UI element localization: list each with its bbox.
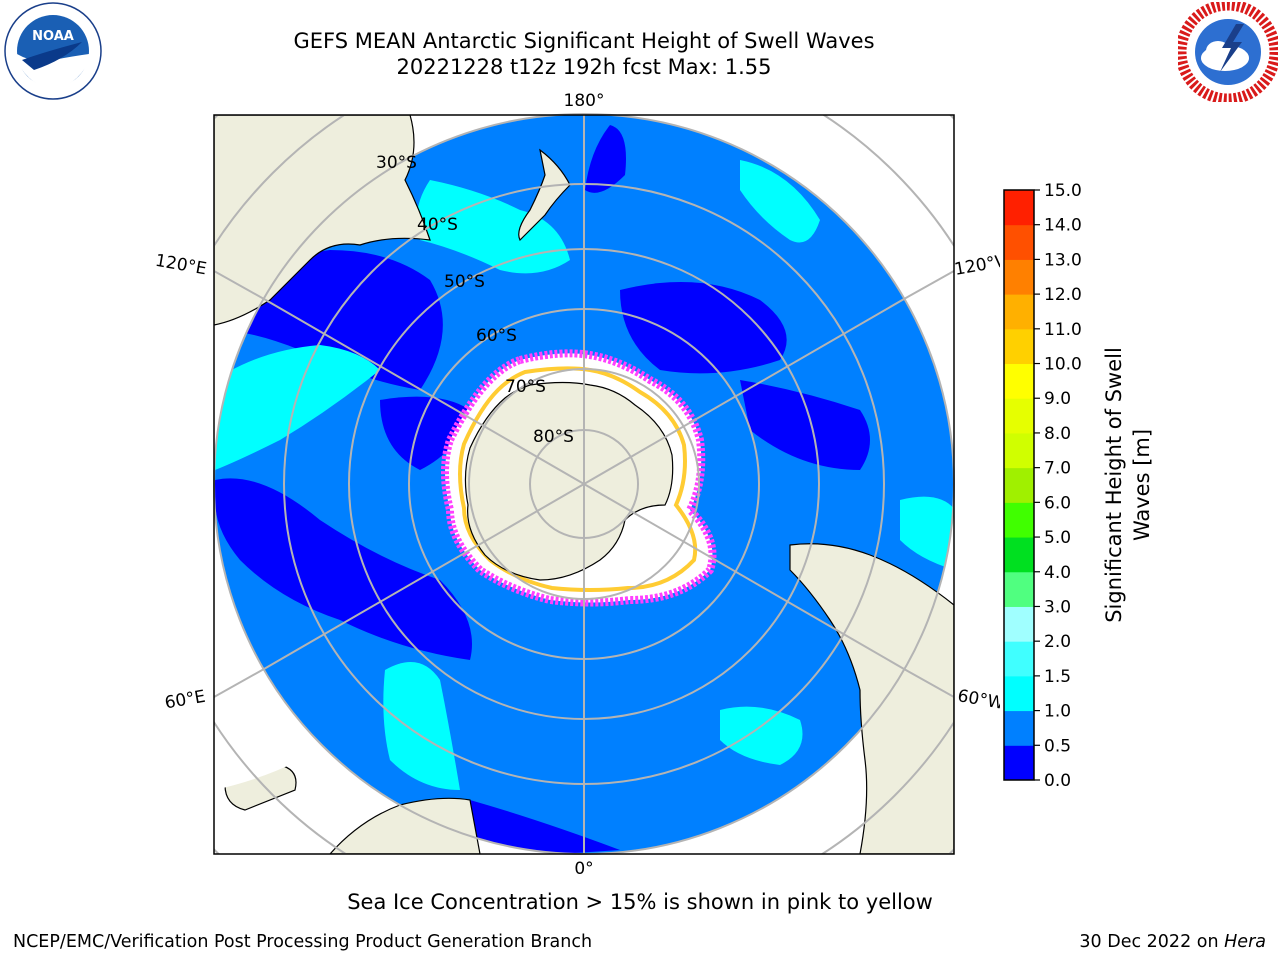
nws-logo [1175,0,1280,105]
lat-label-80s: 80°S [533,427,574,447]
low-swell-region [585,125,626,193]
low-swell-region [470,800,620,854]
chart-title-line1: GEFS MEAN Antarctic Significant Height o… [293,29,875,53]
colorbar: 0.0 0.5 1.0 1.5 2.0 3.0 4.0 5.0 6.0 7.0 8.0 9.0 10.0… [990,175,1110,795]
map-frame [213,114,955,855]
outside-disc-area [214,590,300,790]
land-australia [214,115,431,326]
colorbar-tick-label: 8.0 [1044,424,1071,444]
footer-left: NCEP/EMC/Verification Post Processing Pr… [13,932,593,952]
colorbar-tick-label: 5.0 [1044,528,1071,548]
chart-title-line2: 20221228 t12z 192h fcst Max: 1.55 [396,55,772,79]
antarctica [441,349,717,607]
moderate-swell-region [383,662,460,790]
lon-label-120e: 120°E [154,251,208,280]
colorbar-tick-label: 7.0 [1044,459,1071,479]
colorbar-tick-label: 9.0 [1044,389,1071,409]
colorbar-swatch [1004,467,1034,503]
lat-label-50s: 50°S [444,272,485,292]
colorbar-swatch [1004,675,1034,712]
colorbar-swatch [1004,432,1034,469]
moderate-swell-region [740,160,820,243]
colorbar-swatch [1004,294,1034,330]
colorbar-tick-label: 6.0 [1044,493,1071,513]
lon-label-0: 0° [574,859,593,879]
colorbar-swatch [1004,537,1034,573]
low-swell-region [620,282,787,374]
colorbar-frame [1003,189,1035,781]
svg-text:Waves [m]: Waves [m] [1130,429,1154,541]
colorbar-tick-label: 0.0 [1044,771,1071,791]
colorbar-label-line2: Waves [m] [1130,429,1154,541]
low-swell-region [740,380,870,470]
low-swell-region [215,478,472,660]
colorbar-tick-label: 11.0 [1044,320,1082,340]
moderate-swell-region [720,706,803,765]
colorbar-swatch [1004,710,1034,746]
colorbar-tick-label: 13.0 [1044,250,1082,270]
polar-map: 30°S 40°S 50°S 60°S 70°S 80°S 180° 0° 12… [154,91,1014,879]
colorbar-tick-label: 15.0 [1044,181,1082,201]
colorbar-tick-label: 2.0 [1044,632,1071,652]
lon-label-60e: 60°E [163,687,207,714]
colorbar-swatch [1004,398,1034,434]
colorbar-swatch [1004,224,1034,260]
colorbar-tick-label: 12.0 [1044,285,1082,305]
moderate-swell-region [416,180,570,274]
lat-label-70s: 70°S [505,377,546,397]
colorbar-swatch [1004,641,1034,677]
colorbar-tick-label: 0.5 [1044,736,1071,756]
colorbar-swatch [1004,745,1034,781]
colorbar-tick-label: 10.0 [1044,355,1082,375]
noaa-logo: NOAA [4,2,102,100]
svg-text:Significant Height of Swell: Significant Height of Swell [1102,347,1126,623]
lat-label-60s: 60°S [476,326,517,346]
svg-text:NOAA: NOAA [32,29,74,44]
colorbar-tick-label: 3.0 [1044,597,1071,617]
colorbar-swatch [1004,363,1034,399]
colorbar-tick-label: 4.0 [1044,563,1071,583]
footer-right: 30 Dec 2022 on Hera [1079,932,1266,952]
moderate-swell-region [215,345,380,470]
footer-date: 30 Dec 2022 on [1079,932,1219,952]
colorbar-swatch [1004,571,1034,607]
low-swell-region [380,396,470,470]
sea-ice-note: Sea Ice Concentration > 15% is shown in … [347,890,933,914]
colorbar-tick-label: 14.0 [1044,216,1082,236]
colorbar-swatch [1004,259,1034,295]
footer-machine: Hera [1224,932,1266,952]
colorbar-swatch [1004,190,1034,226]
colorbar-label-line1: Significant Height of Swell [1102,347,1126,623]
lon-label-180: 180° [564,91,605,111]
lat-label-30s: 30°S [376,153,417,173]
land-new-zealand [518,148,571,242]
colorbar-tick-label: 1.5 [1044,667,1071,687]
colorbar-swatch [1004,606,1034,642]
moderate-swell-region [900,496,954,570]
colorbar-swatch [1004,328,1034,365]
lat-label-40s: 40°S [417,215,458,235]
colorbar-tick-label: 1.0 [1044,702,1071,722]
colorbar-swatch [1004,502,1034,538]
colorbar-label: Significant Height of Swell Waves [m] [1100,190,1160,780]
